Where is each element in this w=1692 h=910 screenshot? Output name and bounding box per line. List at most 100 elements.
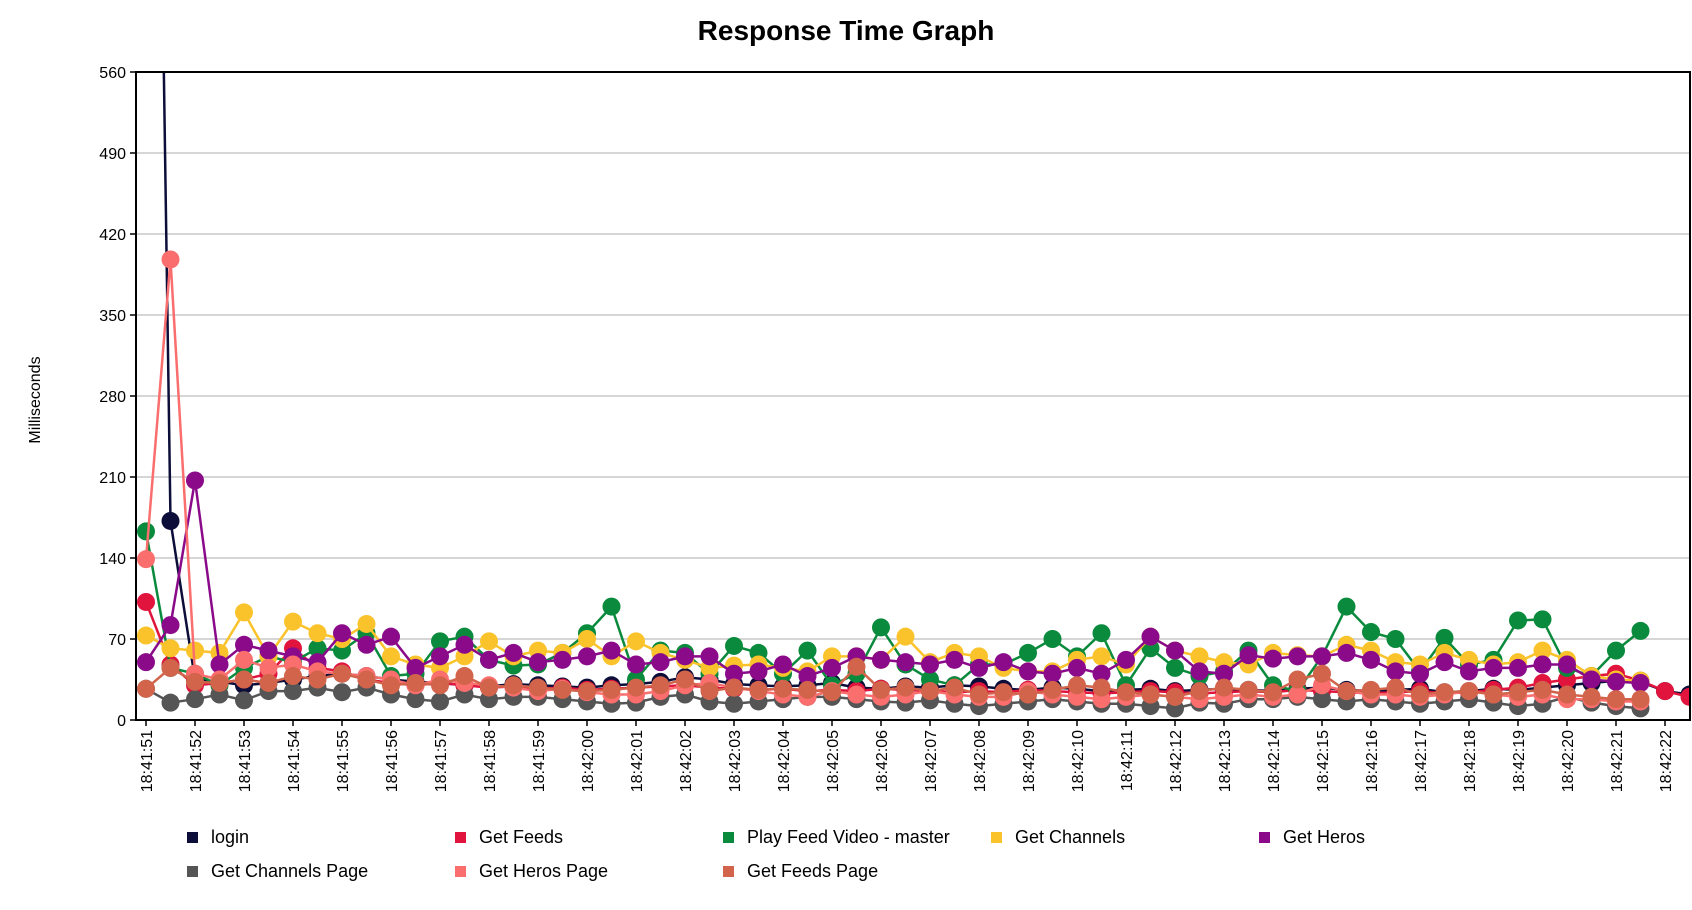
series-line xyxy=(162,72,1690,696)
x-tick-label: 18:41:59 xyxy=(531,730,548,792)
x-tick-label: 18:42:09 xyxy=(1021,730,1038,792)
data-point xyxy=(406,673,425,692)
data-point xyxy=(627,632,645,651)
x-tick-label: 18:42:06 xyxy=(874,730,891,792)
data-point xyxy=(382,676,400,695)
x-tick-label: 18:41:55 xyxy=(335,730,352,792)
x-tick-label: 18:41:56 xyxy=(384,730,401,792)
grid-lines xyxy=(136,152,1690,640)
data-point xyxy=(945,678,964,697)
data-point xyxy=(1607,690,1625,709)
data-point xyxy=(1533,641,1552,660)
data-point xyxy=(1411,664,1429,683)
legend-label: Get Channels xyxy=(1015,827,1125,847)
data-point xyxy=(1484,685,1503,704)
data-point xyxy=(137,626,155,645)
data-point xyxy=(382,627,400,646)
data-point xyxy=(186,672,204,691)
legend-label: Get Heros xyxy=(1283,827,1365,847)
data-point xyxy=(382,647,400,666)
data-point xyxy=(1337,597,1356,616)
data-point xyxy=(896,627,915,646)
legend-label: Get Feeds xyxy=(479,827,563,847)
data-point xyxy=(455,667,474,686)
data-point xyxy=(1386,662,1405,681)
x-tick-label: 18:42:21 xyxy=(1609,730,1626,792)
series-get-feeds-page xyxy=(137,657,1650,709)
data-point xyxy=(308,624,327,643)
data-point xyxy=(1435,628,1454,647)
data-point xyxy=(994,683,1013,702)
data-point xyxy=(1019,662,1037,681)
legend-label: Get Heros Page xyxy=(479,861,608,881)
data-point xyxy=(1509,683,1527,702)
x-tick-label: 18:41:51 xyxy=(139,730,156,792)
data-point xyxy=(1386,630,1405,648)
x-tick-label: 18:42:13 xyxy=(1217,730,1234,792)
data-point xyxy=(406,690,425,709)
data-point xyxy=(921,655,939,674)
data-point xyxy=(235,635,253,654)
legend-item: Get Feeds Page xyxy=(723,861,878,881)
data-point xyxy=(1607,672,1625,691)
x-axis-ticks: 18:41:51 18:41:52 18:41:53 18:41:54 18:41:55… xyxy=(139,720,1675,792)
data-point xyxy=(1190,682,1209,701)
data-point xyxy=(333,683,351,702)
data-point xyxy=(1141,685,1160,704)
data-point xyxy=(161,250,180,269)
data-point xyxy=(676,670,694,689)
legend-swatch xyxy=(723,866,734,877)
data-point xyxy=(259,641,278,660)
data-point xyxy=(1411,685,1429,704)
data-point xyxy=(1239,646,1258,665)
data-point xyxy=(872,618,890,637)
data-point xyxy=(1680,687,1690,706)
data-point xyxy=(1043,664,1062,683)
data-point xyxy=(578,630,596,648)
data-point xyxy=(308,639,327,658)
data-point xyxy=(1288,685,1307,704)
data-point xyxy=(137,592,155,611)
data-point xyxy=(1313,690,1331,709)
data-point xyxy=(1092,664,1111,683)
data-point xyxy=(210,655,229,674)
x-tick-label: 18:42:00 xyxy=(580,730,597,792)
data-point xyxy=(161,616,180,635)
data-point xyxy=(333,624,351,643)
data-point xyxy=(994,653,1013,672)
y-tick-label: 490 xyxy=(99,146,126,163)
legend-label: login xyxy=(211,827,249,847)
legend-swatch xyxy=(187,832,198,843)
data-point xyxy=(1215,678,1233,697)
data-point xyxy=(1117,683,1135,702)
x-tick-label: 18:42:11 xyxy=(1119,730,1136,791)
legend-label: Play Feed Video - master xyxy=(747,827,950,847)
data-point xyxy=(357,635,376,654)
data-point xyxy=(1092,678,1111,697)
x-tick-label: 18:42:08 xyxy=(972,730,989,792)
data-point xyxy=(749,680,768,699)
plot-area-frame xyxy=(135,71,1691,721)
series-get-heros xyxy=(137,471,1650,692)
data-point xyxy=(1533,610,1552,629)
x-tick-label: 18:42:04 xyxy=(776,730,793,792)
data-point xyxy=(872,680,890,699)
data-point xyxy=(578,647,596,666)
data-point xyxy=(602,680,621,699)
data-point xyxy=(1631,690,1650,709)
data-point xyxy=(431,647,449,666)
data-point xyxy=(725,636,743,655)
data-point xyxy=(1509,658,1527,677)
x-tick-label: 18:41:52 xyxy=(188,730,205,792)
data-point xyxy=(700,647,719,666)
data-point xyxy=(431,632,449,651)
data-point xyxy=(284,612,302,631)
data-point xyxy=(602,641,621,660)
legend-swatch xyxy=(723,832,734,843)
data-point xyxy=(774,655,792,674)
data-point xyxy=(284,667,302,686)
data-point xyxy=(1435,683,1454,702)
data-point xyxy=(161,639,180,658)
data-point xyxy=(1656,682,1674,701)
data-point xyxy=(1264,683,1282,702)
